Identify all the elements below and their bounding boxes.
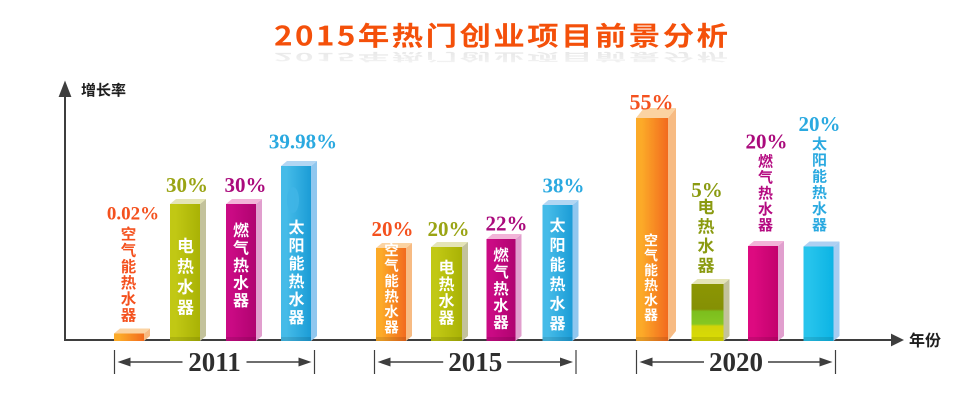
svg-text:5%: 5% xyxy=(691,178,723,202)
svg-text:20%: 20% xyxy=(799,112,841,136)
svg-text:20%: 20% xyxy=(372,217,414,241)
svg-text:39.98%: 39.98% xyxy=(269,130,337,154)
svg-text:22%: 22% xyxy=(486,212,528,236)
svg-text:30%: 30% xyxy=(166,173,208,197)
svg-text:0.02%: 0.02% xyxy=(107,204,159,225)
svg-text:2020: 2020 xyxy=(709,347,763,377)
svg-text:55%: 55% xyxy=(630,90,674,115)
svg-text:30%: 30% xyxy=(225,173,267,197)
svg-text:2011: 2011 xyxy=(188,347,241,377)
svg-text:38%: 38% xyxy=(543,174,585,198)
svg-text:20%: 20% xyxy=(746,130,788,154)
svg-text:2015: 2015 xyxy=(448,347,502,377)
svg-text:20%: 20% xyxy=(428,217,470,241)
